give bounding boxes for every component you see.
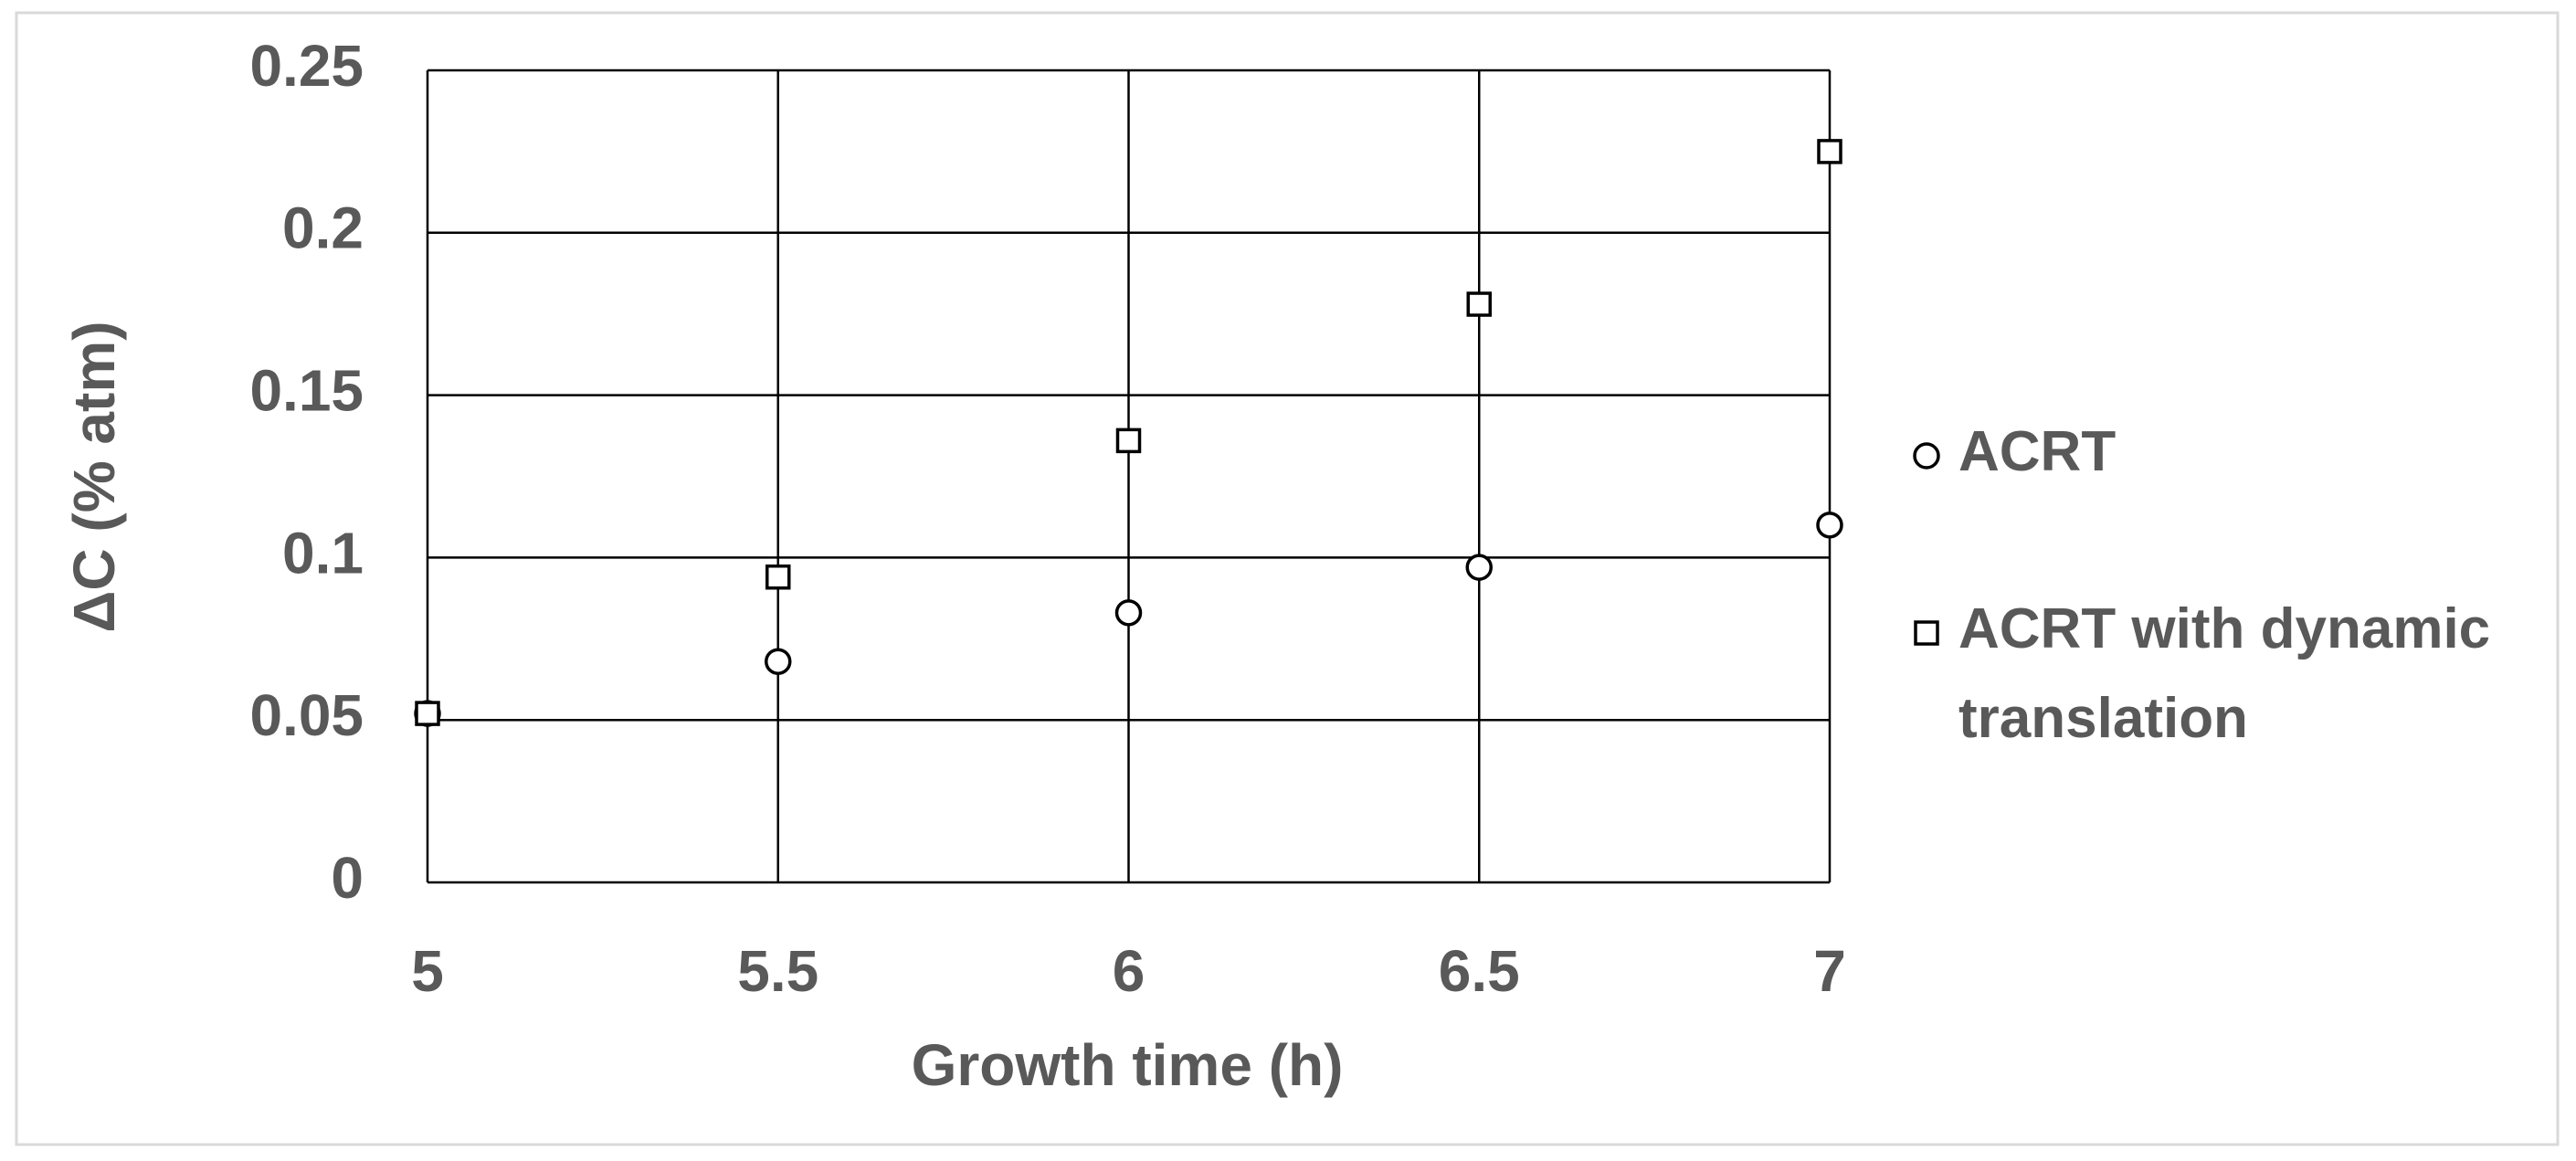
y-tick-label: 0.05 xyxy=(249,682,364,748)
square-marker xyxy=(1914,620,1939,646)
y-tick-label: 0.2 xyxy=(282,195,364,261)
x-tick-label: 5.5 xyxy=(737,938,818,1004)
circle-marker xyxy=(1465,554,1493,581)
circle-marker xyxy=(1114,599,1143,627)
square-marker xyxy=(1817,139,1842,164)
y-axis-title: ΔC (% atm) xyxy=(61,321,127,632)
y-tick-label: 0.15 xyxy=(249,358,364,424)
circle-marker xyxy=(1816,512,1843,539)
y-tick-label: 0.1 xyxy=(282,520,364,586)
circle-marker xyxy=(765,648,792,675)
square-marker xyxy=(415,701,440,726)
chart-frame xyxy=(15,11,2560,1146)
x-axis-title: Growth time (h) xyxy=(912,1032,1344,1098)
legend-item: ACRT xyxy=(1911,407,2550,497)
y-tick-label: 0.25 xyxy=(249,33,364,99)
circle-marker xyxy=(1913,442,1940,470)
legend-icon xyxy=(1913,442,1940,470)
y-tick-label: 0 xyxy=(331,845,364,911)
legend-icon xyxy=(1914,620,1939,646)
square-marker xyxy=(765,564,791,590)
square-marker xyxy=(1466,291,1492,317)
square-marker xyxy=(1115,427,1142,454)
x-tick-label: 7 xyxy=(1813,938,1846,1004)
legend-label: ACRT xyxy=(1958,420,2117,483)
legend-label: ACRT with dynamic translation xyxy=(1958,597,2491,750)
x-tick-label: 6.5 xyxy=(1439,938,1520,1004)
legend-item: ACRT with dynamic translation xyxy=(1911,585,2550,764)
x-tick-label: 6 xyxy=(1113,938,1145,1004)
x-tick-label: 5 xyxy=(411,938,444,1004)
